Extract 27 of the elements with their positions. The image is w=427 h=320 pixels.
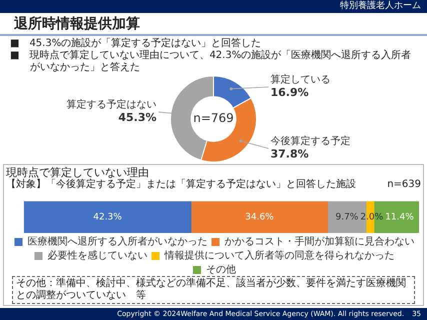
slice-label: 今後算定する予定	[270, 135, 350, 148]
data-label: 9.7%	[335, 212, 359, 222]
chart-title: 退所時情報提供加算	[0, 13, 427, 36]
bar	[190, 201, 328, 233]
data-label: 42.3%	[93, 212, 122, 222]
legend-label: 必要性を感じていない	[48, 250, 148, 262]
slice-label: 算定している	[270, 74, 330, 86]
data-label: 2.0%	[360, 212, 384, 222]
data-label: 34.6%	[245, 212, 274, 222]
text: n=769	[193, 111, 234, 126]
legend-label: 情報提供について入所者等の同意を得られなかった	[164, 250, 394, 262]
data-label: 45.3%	[118, 110, 156, 124]
chart-title: 現時点で算定していない理由	[6, 166, 150, 179]
legend-label: かかるコスト・手間が加算額に見合わない	[224, 236, 414, 248]
text: 特別養護老人ホーム	[0, 0, 427, 13]
text: ■ 現時点で算定していない理由について、42.3%の施設が「医療機関へ退所する入所者がいなかった」と答えた	[10, 50, 412, 74]
data-label: 37.8%	[270, 147, 309, 160]
legend-label: その他	[206, 264, 236, 276]
chart-subtitle: 【対象】「今後算定する予定」または「算定する予定はない」と回答した施設	[6, 179, 356, 191]
data-label: 11.4%	[385, 212, 414, 222]
text: その他：準備中、検討中、様式などの準備不足、該当者が少数、要件を満たす医療機関との調整がついていない 等	[12, 276, 415, 304]
slice-label: 算定する予定はない	[66, 98, 156, 111]
bar	[24, 201, 192, 233]
legend-label: 医療機関へ退所する入所者がいなかった	[28, 236, 208, 248]
data-label: 16.9%	[270, 86, 309, 99]
text: n=639	[387, 179, 421, 191]
text: ■ 45.3%の施設が「算定する予定はない」と回答した	[10, 38, 262, 50]
